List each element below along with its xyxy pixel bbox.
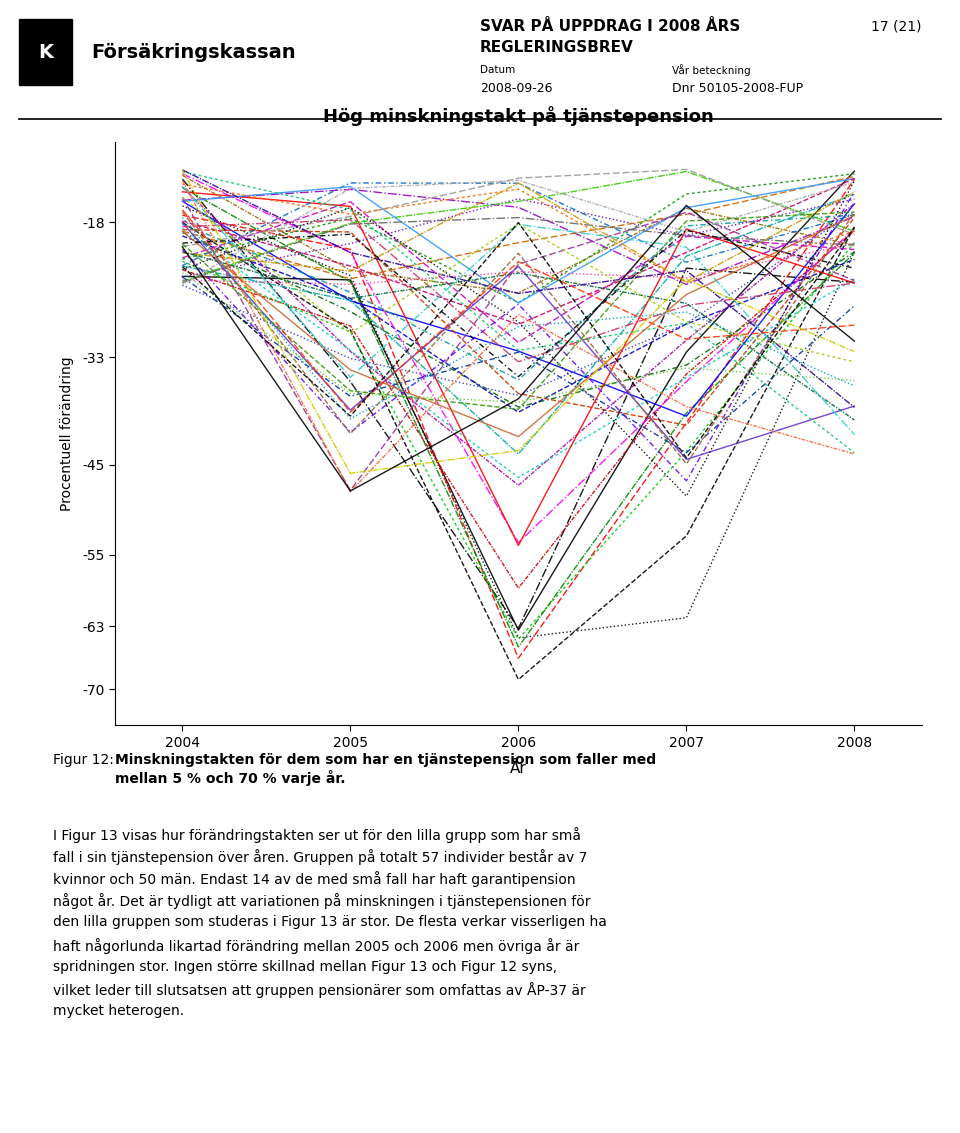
Text: något år. Det är tydligt att variationen på minskningen i tjänstepensionen för: något år. Det är tydligt att variationen…: [53, 893, 590, 910]
Text: mycket heterogen.: mycket heterogen.: [53, 1004, 184, 1017]
Y-axis label: Procentuell förändring: Procentuell förändring: [60, 356, 74, 511]
Text: Vår beteckning: Vår beteckning: [672, 65, 751, 77]
Text: SVAR PÅ UPPDRAG I 2008 ÅRS: SVAR PÅ UPPDRAG I 2008 ÅRS: [480, 19, 740, 34]
Text: den lilla gruppen som studeras i Figur 13 är stor. De flesta verkar visserligen : den lilla gruppen som studeras i Figur 1…: [53, 915, 607, 929]
Text: REGLERINGSBREV: REGLERINGSBREV: [480, 40, 634, 54]
Text: Dnr 50105-2008-FUP: Dnr 50105-2008-FUP: [672, 82, 804, 94]
X-axis label: År: År: [510, 760, 527, 776]
Text: vilket leder till slutsatsen att gruppen pensionärer som omfattas av ÅP-37 är: vilket leder till slutsatsen att gruppen…: [53, 981, 586, 998]
Text: Försäkringskassan: Försäkringskassan: [91, 43, 296, 61]
Text: Datum: Datum: [480, 65, 516, 75]
Text: kvinnor och 50 män. Endast 14 av de med små fall har haft garantipension: kvinnor och 50 män. Endast 14 av de med …: [53, 871, 575, 887]
Text: 17 (21): 17 (21): [871, 19, 922, 33]
Text: Minskningstakten för dem som har en tjänstepension som faller med
mellan 5 % och: Minskningstakten för dem som har en tjän…: [115, 753, 657, 786]
Title: Hög minskningstakt på tjänstepension: Hög minskningstakt på tjänstepension: [323, 107, 714, 126]
Text: spridningen stor. Ingen större skillnad mellan Figur 13 och Figur 12 syns,: spridningen stor. Ingen större skillnad …: [53, 960, 557, 973]
Text: haft någorlunda likartad förändring mellan 2005 och 2006 men övriga år är: haft någorlunda likartad förändring mell…: [53, 938, 579, 954]
Text: K: K: [38, 43, 54, 61]
Text: I Figur 13 visas hur förändringstakten ser ut för den lilla grupp som har små: I Figur 13 visas hur förändringstakten s…: [53, 827, 581, 843]
Text: Figur 12:: Figur 12:: [53, 753, 118, 767]
Text: fall i sin tjänstepension över åren. Gruppen på totalt 57 individer består av 7: fall i sin tjänstepension över åren. Gru…: [53, 850, 588, 866]
Text: 2008-09-26: 2008-09-26: [480, 82, 553, 94]
